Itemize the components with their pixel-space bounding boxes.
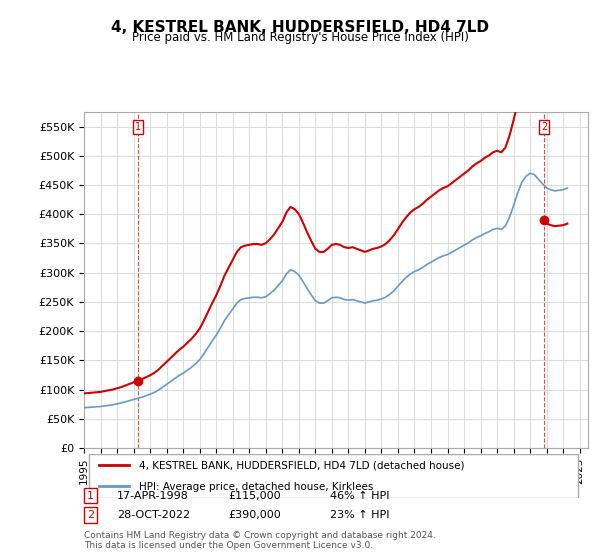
Text: Price paid vs. HM Land Registry's House Price Index (HPI): Price paid vs. HM Land Registry's House … — [131, 31, 469, 44]
Text: 17-APR-1998: 17-APR-1998 — [117, 491, 189, 501]
Text: 1: 1 — [136, 122, 142, 132]
Text: 2: 2 — [87, 510, 94, 520]
Text: 28-OCT-2022: 28-OCT-2022 — [117, 510, 190, 520]
Text: 1: 1 — [87, 491, 94, 501]
Text: 4, KESTREL BANK, HUDDERSFIELD, HD4 7LD (detached house): 4, KESTREL BANK, HUDDERSFIELD, HD4 7LD (… — [139, 461, 465, 471]
FancyBboxPatch shape — [89, 454, 578, 498]
Text: 2: 2 — [541, 122, 547, 132]
Text: 46% ↑ HPI: 46% ↑ HPI — [330, 491, 389, 501]
Text: 23% ↑ HPI: 23% ↑ HPI — [330, 510, 389, 520]
Text: Contains HM Land Registry data © Crown copyright and database right 2024.
This d: Contains HM Land Registry data © Crown c… — [84, 530, 436, 550]
Text: HPI: Average price, detached house, Kirklees: HPI: Average price, detached house, Kirk… — [139, 482, 374, 492]
Text: £115,000: £115,000 — [228, 491, 281, 501]
Text: 4, KESTREL BANK, HUDDERSFIELD, HD4 7LD: 4, KESTREL BANK, HUDDERSFIELD, HD4 7LD — [111, 20, 489, 35]
Text: £390,000: £390,000 — [228, 510, 281, 520]
